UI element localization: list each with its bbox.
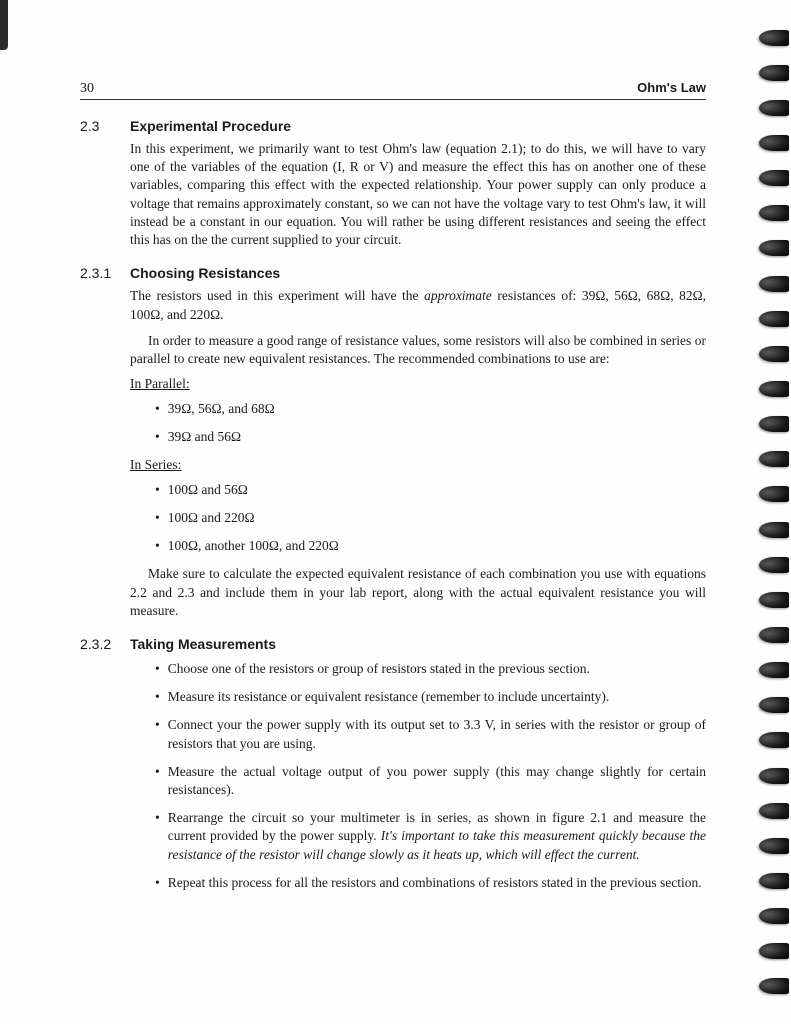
section-heading-row: 2.3 Experimental Procedure [80, 118, 706, 134]
list-item-text: 100Ω and 220Ω [168, 509, 706, 527]
spiral-coil [759, 768, 789, 784]
parallel-list: • 39Ω, 56Ω, and 68Ω • 39Ω and 56Ω [155, 400, 706, 446]
chapter-title: Ohm's Law [637, 80, 706, 95]
spiral-coil [759, 240, 789, 256]
section-number: 2.3.1 [80, 265, 118, 281]
list-item-text: Measure its resistance or equivalent res… [168, 688, 706, 706]
spiral-binding [751, 0, 791, 1024]
document-page: 30 Ohm's Law 2.3 Experimental Procedure … [0, 0, 791, 948]
text-span: The resistors used in this experiment wi… [130, 288, 424, 303]
spiral-coil [759, 65, 789, 81]
spiral-coil [759, 627, 789, 643]
list-item: • 100Ω, another 100Ω, and 220Ω [155, 537, 706, 555]
page-header: 30 Ohm's Law [80, 80, 706, 100]
spiral-coil [759, 205, 789, 221]
list-item: •Measure the actual voltage output of yo… [155, 763, 706, 799]
spiral-coil [759, 557, 789, 573]
spiral-coil [759, 170, 789, 186]
list-item-text: 39Ω, 56Ω, and 68Ω [168, 400, 706, 418]
list-item: •Connect your the power supply with its … [155, 716, 706, 752]
section-heading-row: 2.3.2 Taking Measurements [80, 636, 706, 652]
bullet-icon: • [155, 763, 160, 799]
page-curl-shadow [0, 0, 8, 50]
bullet-icon: • [155, 537, 160, 555]
bullet-icon: • [155, 809, 160, 864]
section-paragraph: In this experiment, we primarily want to… [130, 140, 706, 249]
section-2-3-1: 2.3.1 Choosing Resistances The resistors… [80, 265, 706, 620]
bullet-icon: • [155, 509, 160, 527]
underline-text: In Parallel: [130, 376, 190, 391]
list-item: • Choose one of the resistors or group of… [155, 660, 706, 678]
bullet-icon: • [155, 660, 160, 678]
bullet-icon: • [155, 481, 160, 499]
spiral-coil [759, 908, 789, 924]
list-item-text: 39Ω and 56Ω [168, 428, 706, 446]
section-2-3: 2.3 Experimental Procedure In this exper… [80, 118, 706, 249]
list-item: • Repeat this process for all the resisto… [155, 874, 706, 892]
spiral-coil [759, 416, 789, 432]
list-item: • 100Ω and 220Ω [155, 509, 706, 527]
section-title: Taking Measurements [130, 636, 276, 652]
section-number: 2.3.2 [80, 636, 118, 652]
spiral-coil [759, 697, 789, 713]
list-item-text: Connect your the power supply with its o… [168, 716, 706, 752]
spiral-coil [759, 803, 789, 819]
spiral-coil [759, 943, 789, 959]
bullet-icon: • [155, 400, 160, 418]
sublabel-parallel: In Parallel: [130, 376, 706, 392]
section-heading-row: 2.3.1 Choosing Resistances [80, 265, 706, 281]
section-number: 2.3 [80, 118, 118, 134]
spiral-coil [759, 346, 789, 362]
measurements-list: • Choose one of the resistors or group of… [155, 660, 706, 892]
italic-text: approximate [424, 288, 492, 303]
list-item-text: Measure the actual voltage output of you… [168, 763, 706, 799]
page-number: 30 [80, 81, 94, 97]
spiral-coil [759, 451, 789, 467]
spiral-coil [759, 662, 789, 678]
bullet-icon: • [155, 874, 160, 892]
spiral-coil [759, 100, 789, 116]
underline-text: In Series: [130, 457, 181, 472]
series-list: • 100Ω and 56Ω • 100Ω and 220Ω • 100Ω, anothe… [155, 481, 706, 556]
spiral-coil [759, 486, 789, 502]
section-2-3-2: 2.3.2 Taking Measurements • Choose one of… [80, 636, 706, 892]
list-item-text: Choose one of the resistors or group of … [168, 660, 706, 678]
sublabel-series: In Series: [130, 457, 706, 473]
bullet-icon: • [155, 716, 160, 752]
section-title: Experimental Procedure [130, 118, 291, 134]
section-title: Choosing Resistances [130, 265, 280, 281]
spiral-coil [759, 978, 789, 994]
list-item-text: 100Ω and 56Ω [168, 481, 706, 499]
spiral-coil [759, 381, 789, 397]
section-paragraph: The resistors used in this experiment wi… [130, 287, 706, 323]
list-item: • 39Ω, 56Ω, and 68Ω [155, 400, 706, 418]
spiral-coil [759, 522, 789, 538]
section-paragraph: In order to measure a good range of resi… [130, 332, 706, 368]
section-paragraph: Make sure to calculate the expected equi… [130, 565, 706, 620]
list-item-text: 100Ω, another 100Ω, and 220Ω [168, 537, 706, 555]
spiral-coil [759, 873, 789, 889]
spiral-coil [759, 311, 789, 327]
spiral-coil [759, 135, 789, 151]
list-item: • 100Ω and 56Ω [155, 481, 706, 499]
spiral-coil [759, 838, 789, 854]
spiral-coil [759, 592, 789, 608]
list-item: • 39Ω and 56Ω [155, 428, 706, 446]
spiral-coil [759, 276, 789, 292]
list-item-text: Repeat this process for all the resistor… [168, 874, 706, 892]
spiral-coil [759, 30, 789, 46]
bullet-icon: • [155, 428, 160, 446]
spiral-coil [759, 732, 789, 748]
list-item-text: Rearrange the circuit so your multimeter… [168, 809, 706, 864]
list-item: •Rearrange the circuit so your multimete… [155, 809, 706, 864]
list-item: • Measure its resistance or equivalent re… [155, 688, 706, 706]
bullet-icon: • [155, 688, 160, 706]
